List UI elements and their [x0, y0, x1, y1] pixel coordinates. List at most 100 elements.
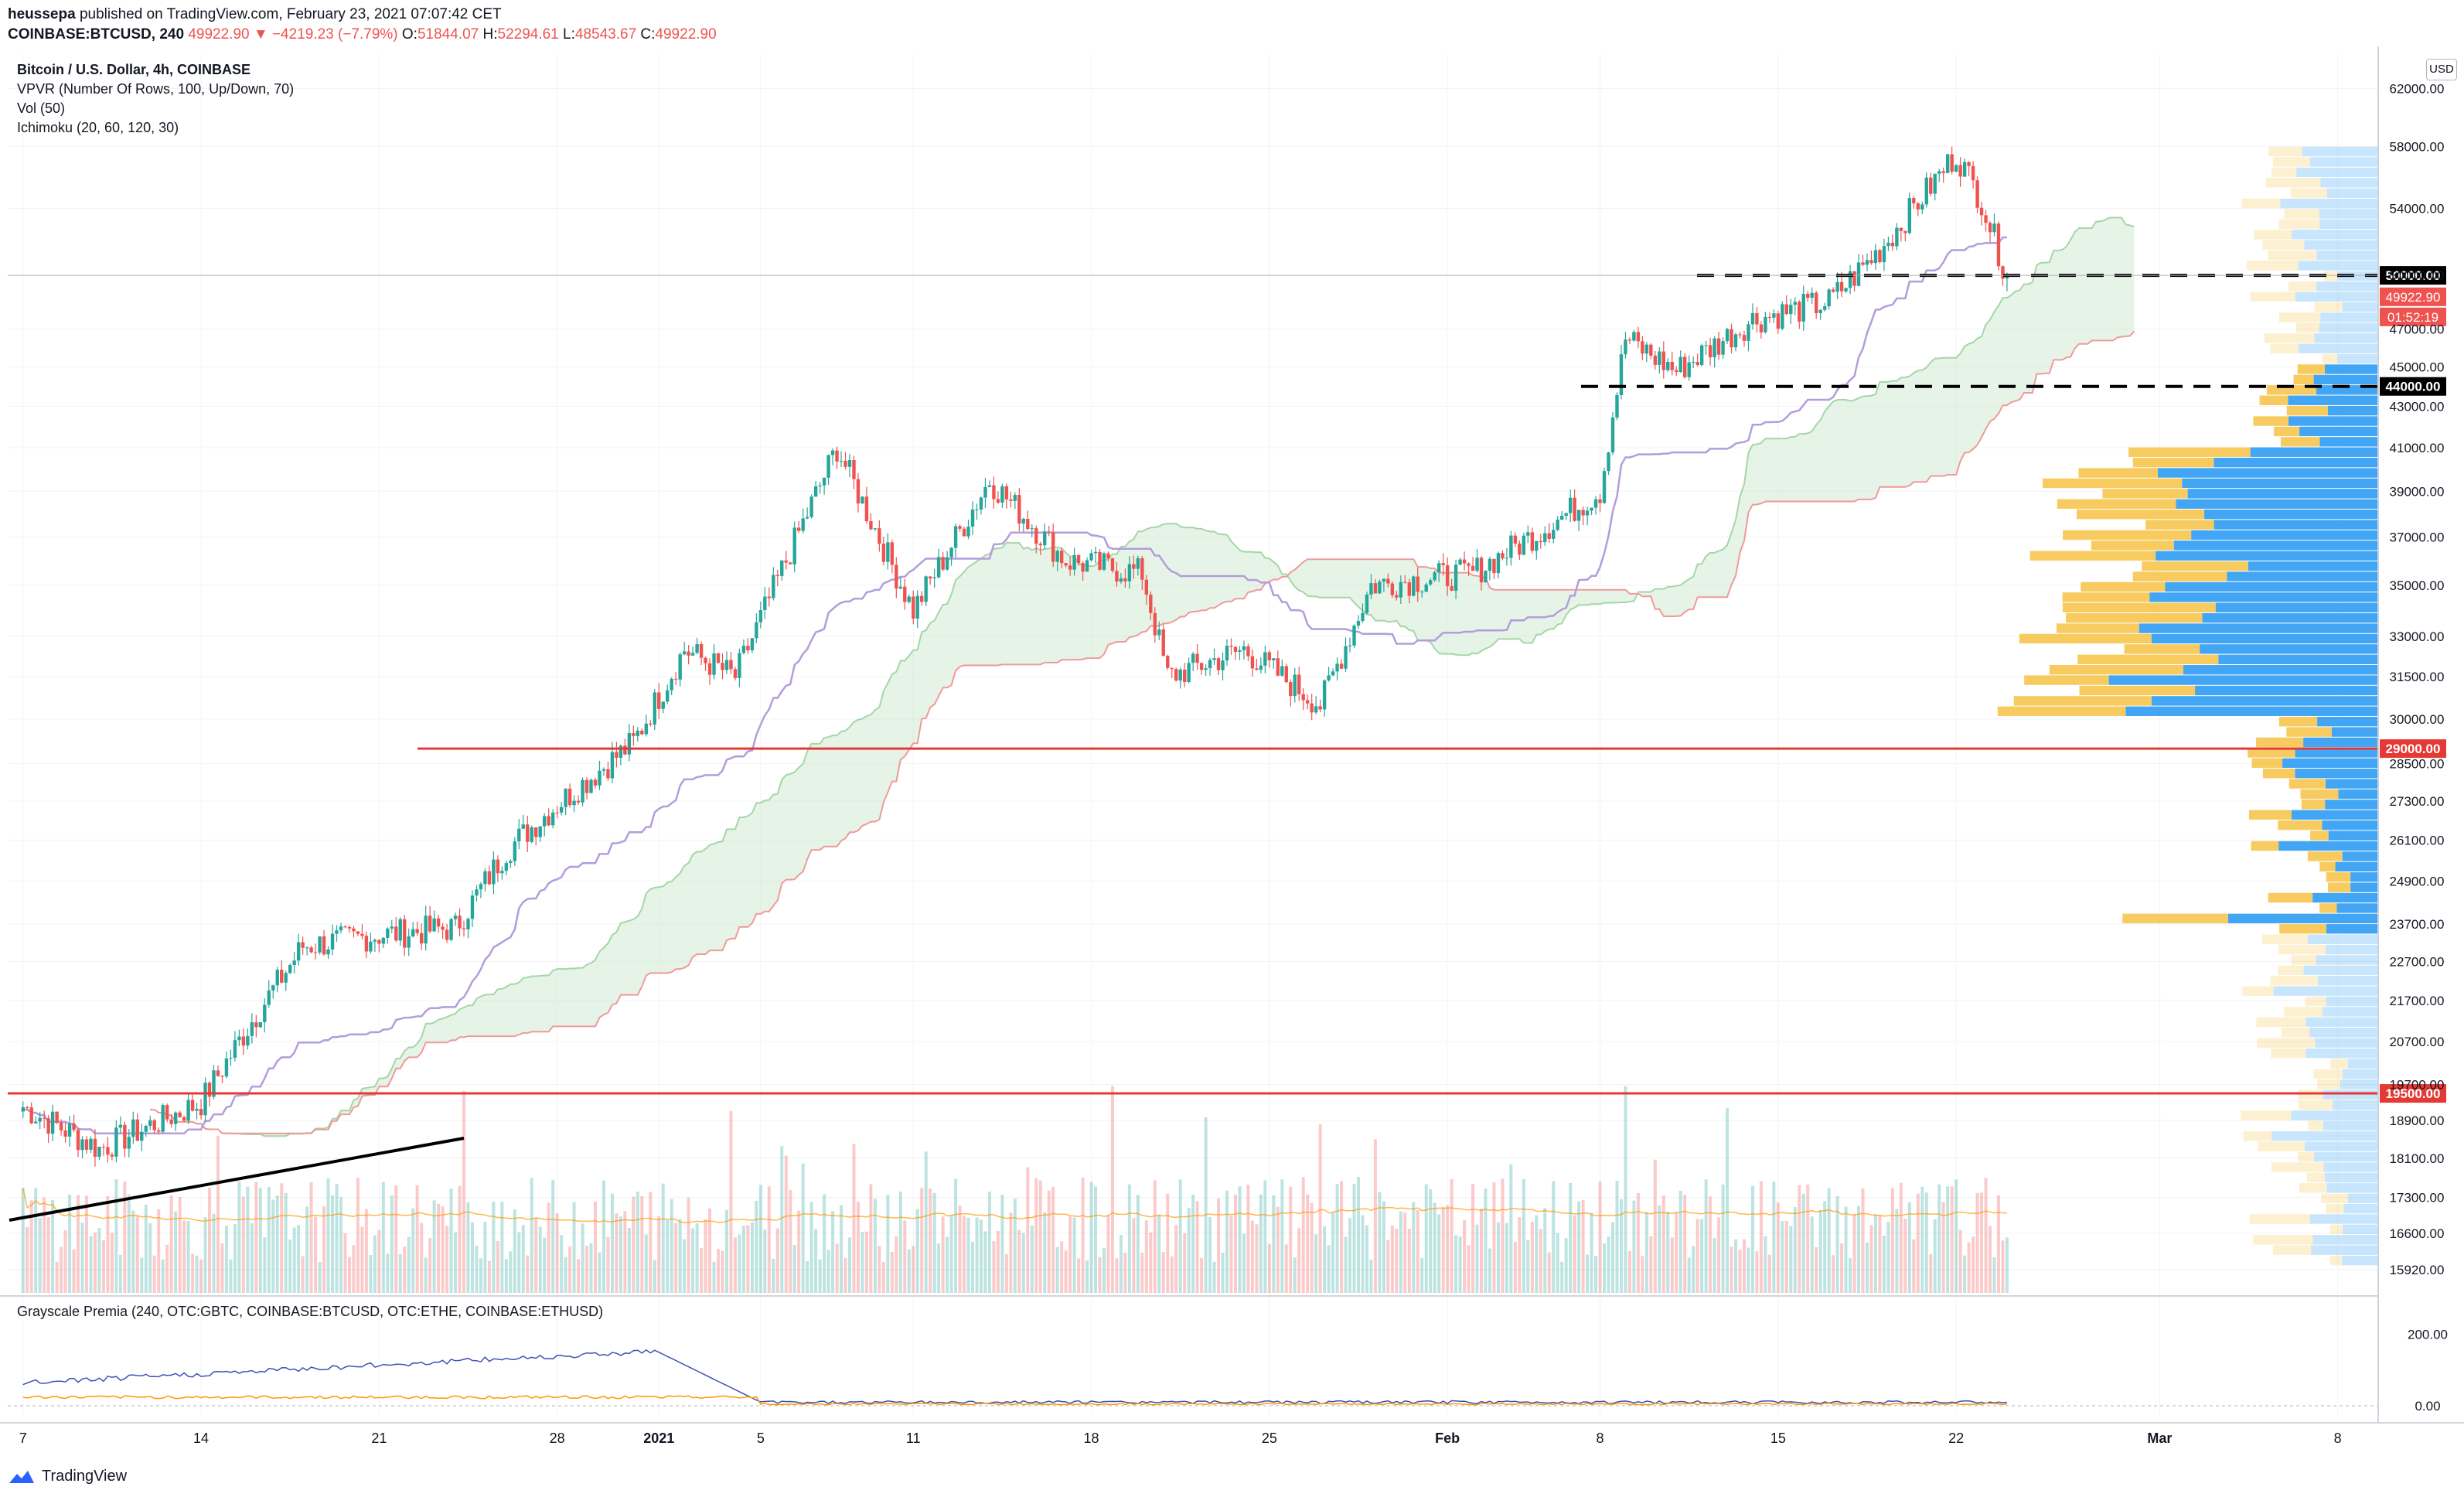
premia-tick-label: 200.00	[2408, 1328, 2448, 1342]
volume-bar	[1352, 1184, 1356, 1293]
volume-bar	[475, 1245, 479, 1293]
candle-body	[1127, 564, 1132, 581]
volume-bar	[169, 1195, 173, 1293]
level-badge-label: 19500.00	[2386, 1086, 2441, 1101]
candle-body	[1636, 332, 1641, 342]
vp-row-down	[2313, 1069, 2343, 1079]
volume-bar	[1598, 1181, 1602, 1293]
vp-row-up	[2310, 157, 2377, 167]
tradingview-brand[interactable]: TradingView	[8, 1468, 127, 1485]
volume-bar	[470, 1222, 474, 1293]
volume-bar	[1975, 1192, 1979, 1293]
candle-body	[1102, 553, 1106, 570]
candle-body	[966, 527, 970, 537]
legend-vol[interactable]: Vol (50)	[17, 101, 66, 116]
volume-bar	[1886, 1222, 1890, 1293]
volume-bar	[898, 1192, 902, 1293]
volume-bar	[789, 1189, 792, 1293]
candle-body	[55, 1111, 59, 1123]
open-label: O:	[401, 26, 417, 43]
volume-bars	[21, 1086, 2009, 1293]
volume-bar	[2005, 1237, 2009, 1293]
vp-row-down	[2062, 602, 2216, 612]
volume-bar	[1903, 1219, 1907, 1293]
volume-bar	[746, 1225, 750, 1293]
volume-bar	[1373, 1139, 1377, 1293]
volume-bar	[437, 1203, 441, 1293]
volume-bar	[1895, 1209, 1899, 1293]
vp-row-up	[2319, 219, 2377, 230]
candle-body	[1598, 499, 1602, 503]
volume-bar	[593, 1201, 597, 1293]
volume-bar	[619, 1216, 622, 1293]
time-axis[interactable]: 7 14 21 28 2021 5 11 18 25 Feb 8 15 22 Mar 8	[0, 1422, 2464, 1446]
vp-row-up	[2291, 810, 2377, 820]
premia-tick-label: 0.00	[2415, 1399, 2440, 1413]
volume-bar	[958, 1205, 962, 1293]
volume-bar	[1310, 1203, 1314, 1293]
legend-ichimoku[interactable]: Ichimoku (20, 60, 120, 30)	[17, 120, 179, 135]
legend-title[interactable]: Bitcoin / U.S. Dollar, 4h, COINBASE	[17, 62, 251, 77]
candle-body	[1873, 250, 1878, 264]
vp-row-up	[2324, 1172, 2377, 1183]
candle-body	[1839, 281, 1844, 292]
volume-bar	[966, 1217, 970, 1293]
volume-bar	[441, 1206, 445, 1293]
candle-body	[839, 460, 843, 462]
time-tick-label: 11	[906, 1431, 921, 1446]
candle-body	[792, 527, 796, 564]
volume-bar	[708, 1208, 712, 1293]
candle-body	[381, 937, 386, 944]
candle-body	[1798, 302, 1801, 322]
volume-bar	[543, 1237, 547, 1293]
candle-body	[97, 1147, 101, 1157]
candle-body	[220, 1076, 224, 1077]
volume-bar	[1382, 1201, 1385, 1293]
candle-body	[550, 812, 555, 826]
vp-row-up	[2151, 633, 2377, 644]
candle-body	[1526, 532, 1530, 536]
ichimoku-cloud	[22, 217, 2135, 1137]
volume-bar	[373, 1235, 377, 1293]
candle-body	[1047, 531, 1051, 533]
candle-body	[301, 942, 305, 948]
volume-bar	[1429, 1189, 1433, 1293]
high-label: H:	[482, 26, 498, 43]
volume-bar	[1399, 1211, 1402, 1293]
candle-body	[275, 970, 279, 986]
price-tick-label: 47000.00	[2390, 322, 2445, 337]
price-axis[interactable]: 62000.00 58000.00 54000.00 50000.00 47000.00…	[2377, 46, 2445, 1423]
volume-bar	[55, 1261, 59, 1293]
horizontal-levels[interactable]: 50000.00 44000.00 29000.00 19500.00 49922.90…	[8, 266, 2446, 1103]
currency-button[interactable]: USD	[2426, 59, 2457, 80]
volume-bar	[1627, 1251, 1631, 1293]
volume-bar	[123, 1182, 127, 1293]
volume-bar	[216, 1135, 220, 1293]
vp-row-down	[2308, 1120, 2324, 1131]
trendline[interactable]	[9, 1137, 465, 1222]
volume-bar	[1077, 1258, 1081, 1293]
vp-row-down	[2057, 499, 2176, 509]
volume-bar	[627, 1228, 631, 1293]
premia-legend[interactable]: Grayscale Premia (240, OTC:GBTC, COINBAS…	[17, 1304, 604, 1319]
volume-bar	[1767, 1254, 1771, 1293]
volume-bar	[1361, 1215, 1365, 1293]
volume-bar	[1009, 1212, 1013, 1293]
volume-bar	[106, 1195, 110, 1293]
volume-bar	[1827, 1188, 1831, 1293]
candle-body	[1793, 302, 1797, 305]
candle-body	[1649, 344, 1653, 356]
volume-bar	[1899, 1182, 1903, 1293]
vp-row-down	[2272, 157, 2311, 167]
volume-bar	[1989, 1226, 1992, 1293]
candle-body	[1730, 329, 1733, 348]
volume-bar	[1789, 1226, 1793, 1293]
candle-body	[343, 926, 347, 928]
vp-row-down	[2291, 188, 2327, 198]
candle-body	[407, 936, 411, 948]
vp-row-down	[2314, 302, 2343, 312]
volume-bar	[996, 1230, 1000, 1293]
candle-body	[364, 936, 369, 952]
legend-vpvr[interactable]: VPVR (Number Of Rows, 100, Up/Down, 70)	[17, 81, 295, 97]
